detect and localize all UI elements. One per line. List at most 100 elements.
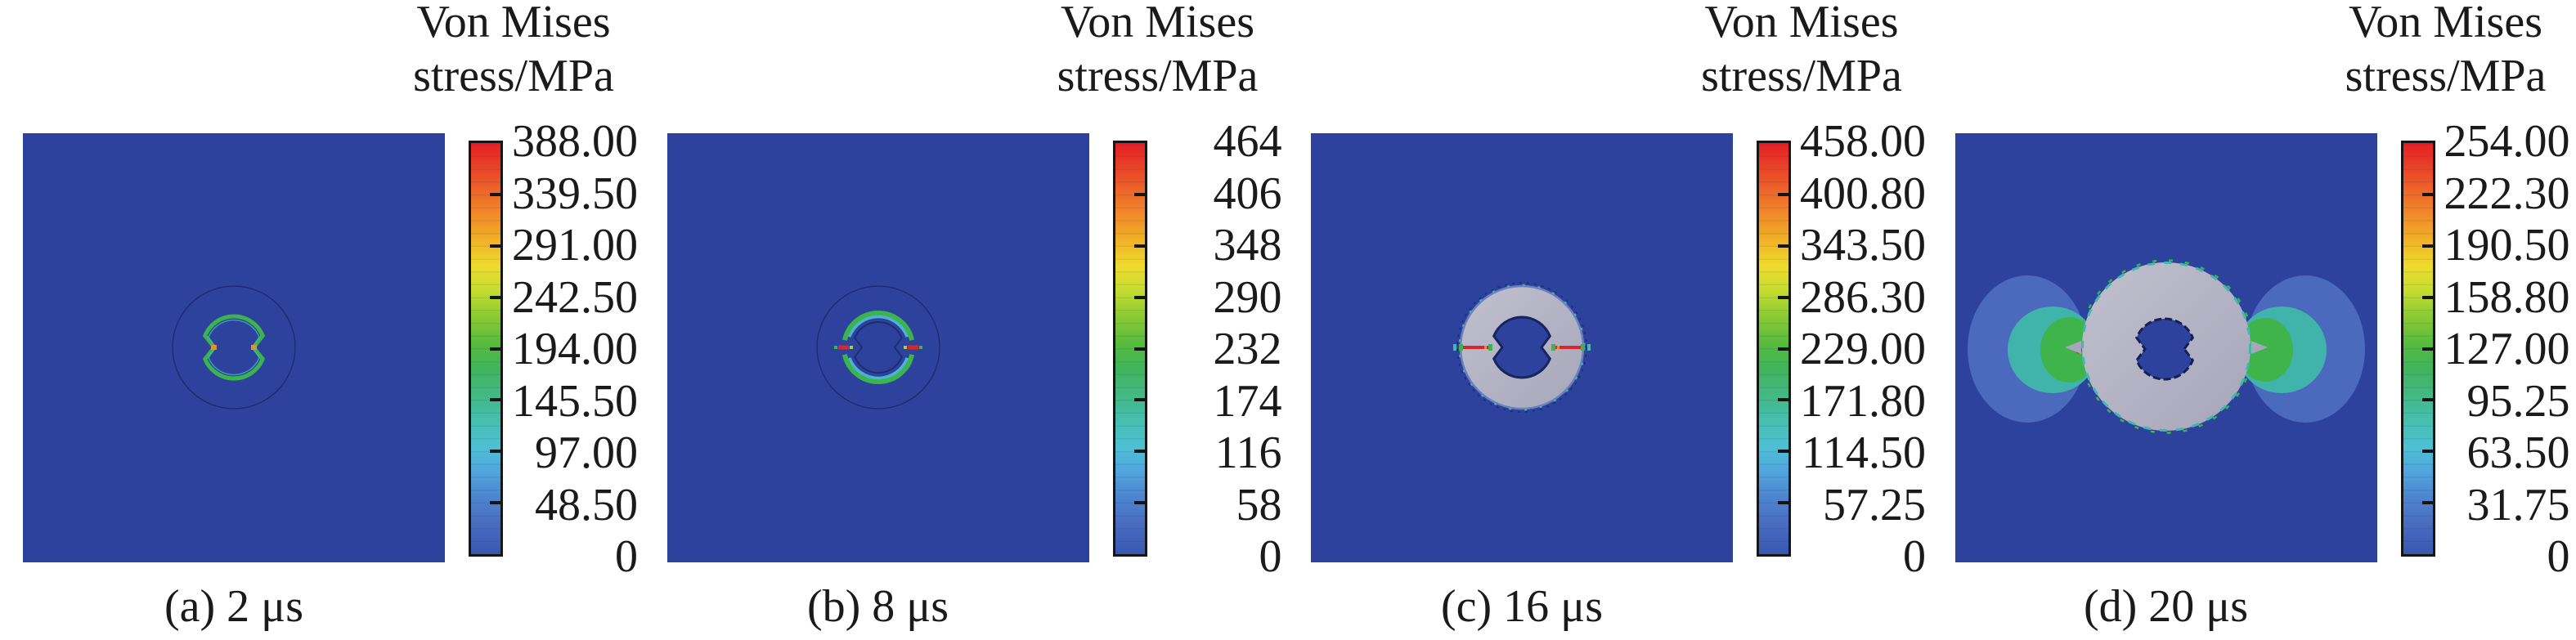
- disk-fringe-teal: [2080, 262, 2251, 432]
- stress-map-svg: [1954, 133, 2377, 562]
- colorbar-tick: [490, 296, 500, 299]
- colorbar-labels: 458.00 400.80 343.50 286.30 229.00 171.80 114.…: [1770, 0, 1926, 640]
- outer-dot-right: [1587, 344, 1591, 351]
- colorbar-tick: [1133, 193, 1145, 196]
- colorbar-label: 286.30: [1800, 271, 1926, 323]
- colorbar-tick: [1133, 501, 1145, 504]
- colorbar-label: 348: [1213, 220, 1282, 271]
- colorbar-tick: [1778, 193, 1788, 196]
- colorbar-title-line2: stress/MPa: [2345, 51, 2547, 101]
- domain-background: [23, 133, 445, 562]
- stress-panel-a: Von Mises stress/MPa 388.00 339.50 291.00 2…: [0, 0, 644, 640]
- colorbar-label: 458.00: [1800, 116, 1926, 167]
- stress-map-svg: [1311, 133, 1733, 562]
- colorbar-gradient: [1759, 143, 1788, 554]
- crack-orange-right: [1557, 346, 1560, 349]
- cavity-hole: [1492, 316, 1552, 379]
- colorbar-tick: [1778, 296, 1788, 299]
- outer-dot-left: [1453, 344, 1456, 351]
- colorbar-label: 0: [1903, 531, 1926, 582]
- crack-tip-right-outer: [1581, 344, 1585, 351]
- colorbar-label: 0: [1259, 531, 1282, 582]
- colorbar-labels: 464 406 348 290 232 174 116 58 0: [1127, 0, 1282, 640]
- colorbar-tick: [1778, 347, 1788, 351]
- hotspot-right: [907, 345, 918, 350]
- stress-ring-top: [841, 311, 914, 341]
- colorbar-label: 388.00: [512, 116, 638, 167]
- colorbar-label: 343.50: [1800, 220, 1926, 271]
- colorbar-title-line2: stress/MPa: [413, 51, 614, 101]
- notch-hotspot-left: [211, 345, 217, 350]
- colorbar-tick: [1778, 244, 1788, 248]
- colorbar-label: 174: [1213, 375, 1282, 427]
- colorbar-tick: [1778, 501, 1788, 504]
- colorbar-tick: [2421, 398, 2433, 401]
- colorbar-tick: [490, 347, 500, 351]
- crack-line-right: [1554, 346, 1581, 349]
- cavity-outline: [853, 321, 903, 374]
- colorbar-label: 31.75: [2466, 479, 2570, 530]
- colorbar-label: 57.25: [1823, 479, 1926, 530]
- colorbar-label: 0: [615, 531, 638, 582]
- stress-ring-bottom: [841, 354, 914, 384]
- material-interface-circle: [172, 285, 296, 410]
- colorbar: [469, 141, 503, 557]
- material-interface-circle: [815, 285, 940, 410]
- colorbar-label: 242.50: [512, 271, 638, 323]
- colorbar-label: 63.50: [2466, 427, 2570, 478]
- hotspot-left-tip: [849, 346, 853, 349]
- colorbar-label: 291.00: [512, 220, 638, 271]
- crack-orange-left: [1484, 346, 1487, 349]
- colorbar-label: 232: [1213, 324, 1282, 374]
- colorbar-tick: [1133, 450, 1145, 453]
- panel-caption: (c) 16 μs: [1441, 581, 1603, 632]
- colorbar-label: 190.50: [2444, 220, 2570, 271]
- crack-tip-right-inner: [1551, 344, 1555, 351]
- hotspot-right-tip: [903, 346, 907, 349]
- colorbar-label: 58: [1236, 479, 1282, 530]
- colorbar-tick: [2421, 244, 2433, 248]
- hotspot-left: [837, 345, 849, 350]
- deformed-interface-circle: [1456, 282, 1587, 413]
- colorbar-label: 290: [1213, 271, 1282, 323]
- colorbar-label: 229.00: [1800, 324, 1926, 374]
- colorbar-labels: 388.00 339.50 291.00 242.50 194.00 145.50 97.0…: [482, 0, 638, 640]
- colorbar-tick: [2421, 501, 2433, 504]
- stress-panel-b: Von Mises stress/MPa 464 406 348 290 232 174 1…: [644, 0, 1288, 640]
- stress-panel-c: Von Mises stress/MPa 458.00 400.80 343.50 2…: [1288, 0, 1932, 640]
- colorbar-tick: [490, 501, 500, 504]
- disk-beak-right: [2251, 341, 2268, 354]
- notch-hotspot-right: [251, 345, 257, 350]
- hotspot-left-outer-tip: [833, 346, 837, 349]
- disk-beak-left: [2064, 341, 2081, 354]
- colorbar-tick: [1133, 347, 1145, 351]
- panel-caption: (a) 2 μs: [164, 581, 303, 632]
- colorbar: [2400, 141, 2435, 557]
- stress-map: [1311, 133, 1733, 562]
- colorbar-tick: [2421, 450, 2433, 453]
- colorbar-title-line1: Von Mises: [1060, 0, 1254, 47]
- colorbar-title: Von Mises stress/MPa: [366, 0, 661, 103]
- colorbar-title-line1: Von Mises: [416, 0, 611, 47]
- colorbar-tick: [1778, 450, 1788, 453]
- colorbar-label: 95.25: [2466, 375, 2570, 427]
- colorbar-label: 406: [1213, 168, 1282, 219]
- colorbar-label: 222.30: [2444, 168, 2570, 219]
- colorbar-tick: [490, 193, 500, 196]
- colorbar-label: 0: [2547, 531, 2570, 582]
- colorbar-label: 464: [1213, 116, 1282, 167]
- colorbar-tick: [490, 450, 500, 453]
- colorbar-title: Von Mises stress/MPa: [1011, 0, 1305, 103]
- stress-ring-top-inner: [847, 315, 909, 338]
- colorbar-title-line2: stress/MPa: [1057, 51, 1259, 101]
- colorbar-tick: [1778, 398, 1788, 401]
- cavity-hole: [2134, 317, 2194, 381]
- stress-panel-d: Von Mises stress/MPa 254.00 222.30 190.50 1…: [1932, 0, 2576, 640]
- colorbar: [1757, 141, 1791, 557]
- crack-tip-left-outer: [1459, 344, 1463, 351]
- colorbar-label: 254.00: [2444, 116, 2570, 167]
- colorbar-label: 97.00: [535, 427, 638, 478]
- stress-map-svg: [23, 133, 445, 562]
- panel-caption: (d) 20 μs: [2083, 581, 2249, 632]
- colorbar-tick: [490, 398, 500, 401]
